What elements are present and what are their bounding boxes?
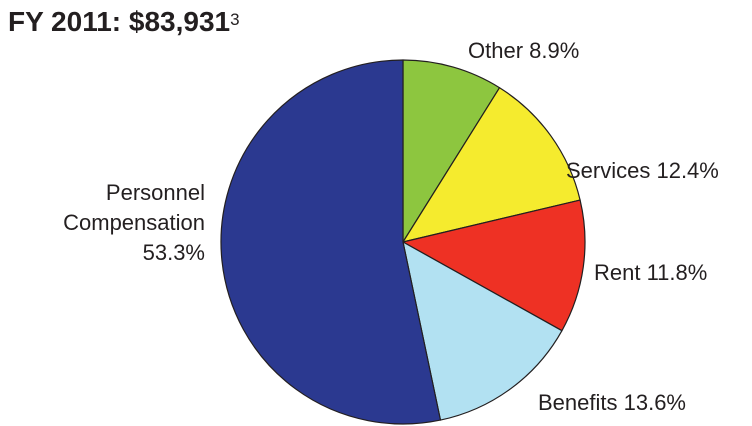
pie-slice-benefits: [402, 241, 563, 421]
chart-title-text: FY 2011: $83,931: [8, 6, 231, 37]
slice-label-rent: Rent 11.8%: [594, 260, 707, 285]
slice-label-services: Services 12.4%: [566, 158, 719, 183]
pie-slice-personnel-compensation: [220, 59, 442, 425]
slice-label-benefits: Benefits 13.6%: [538, 390, 686, 415]
pie-labels: Other 8.9% Services 12.4% Rent 11.8% Benefi…: [63, 38, 719, 415]
chart-title: FY 2011: $83,9313: [8, 4, 240, 40]
slice-label-other: Other 8.9%: [468, 38, 579, 63]
title-footnote: 3: [230, 10, 240, 29]
pie-slice-rent: [402, 199, 586, 332]
pie-slice-services: [402, 87, 581, 243]
pie-slices: [220, 59, 586, 425]
slice-label-personnel-compensation: Personnel Compensation 53.3%: [63, 180, 205, 265]
pie-slice-other: [402, 59, 501, 243]
